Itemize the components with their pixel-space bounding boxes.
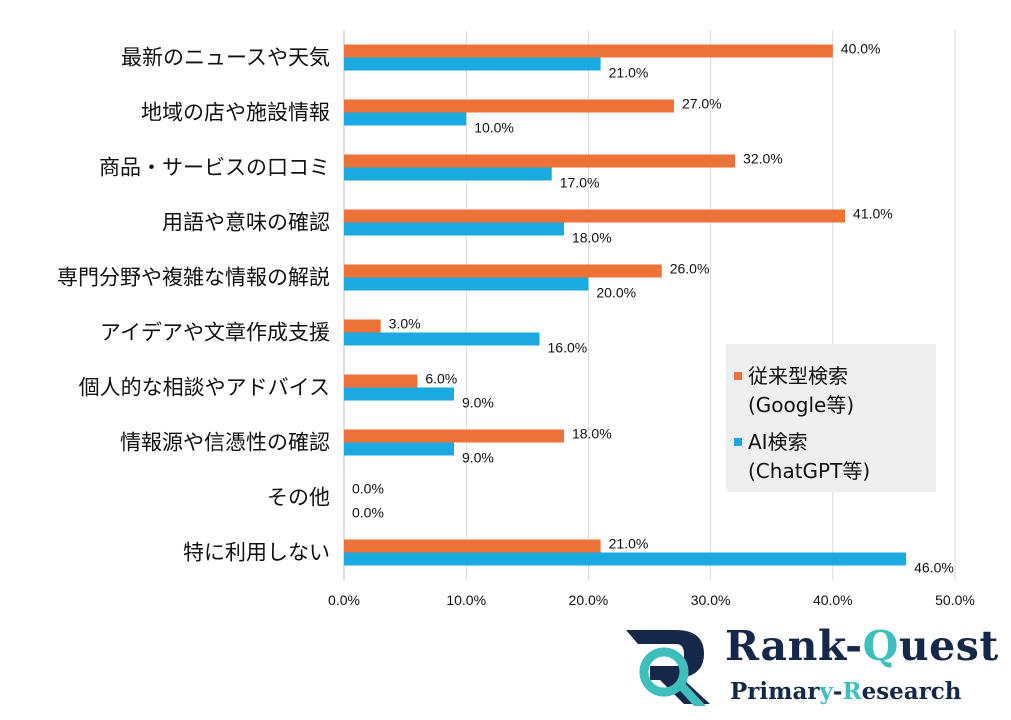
bar-ai (344, 167, 552, 181)
rank-quest-logo: Rank-Quest Primary-Research (622, 622, 998, 710)
data-label: 6.0% (425, 371, 457, 387)
bar-google (344, 44, 833, 58)
legend-swatch-google (734, 372, 742, 380)
bar-google (344, 154, 736, 168)
category-label: 専門分野や複雑な情報の解説 (57, 266, 330, 290)
data-label: 9.0% (462, 450, 494, 466)
data-label: 18.0% (572, 230, 612, 246)
data-label: 27.0% (682, 96, 722, 112)
logo-title: Rank-Quest (725, 622, 999, 670)
data-label: 21.0% (609, 536, 649, 552)
data-label: 16.0% (548, 340, 588, 356)
data-label: 46.0% (914, 560, 954, 576)
legend-item-ai: AI検索 (ChatGPT等) (734, 428, 871, 486)
category-label: 用語や意味の確認 (162, 211, 330, 235)
bar-google (344, 429, 564, 443)
category-label: アイデアや文章作成支援 (100, 321, 330, 345)
category-label: 商品・サービスの口コミ (99, 156, 330, 180)
x-tick-label: 50.0% (935, 592, 975, 608)
chart-legend: 従来型検索 (Google等) AI検索 (ChatGPT等) (726, 344, 936, 492)
rq-logo-icon (626, 630, 710, 706)
category-label: 特に利用しない (183, 541, 330, 565)
data-label: 0.0% (352, 505, 384, 521)
legend-label-ai-1: AI検索 (748, 430, 808, 454)
bar-ai (344, 57, 601, 71)
legend-item-google: 従来型検索 (Google等) (734, 362, 855, 420)
logo-subtitle: Primary-Research (730, 678, 962, 705)
category-label: 個人的な相談やアドバイス (79, 376, 330, 400)
data-label: 10.0% (474, 120, 514, 136)
bar-google (344, 539, 601, 553)
data-label: 17.0% (560, 175, 600, 191)
legend-label-google-1: 従来型検索 (748, 364, 848, 388)
bar-ai (344, 277, 589, 291)
data-label: 40.0% (841, 41, 881, 57)
legend-swatch-ai (734, 438, 742, 446)
bar-ai (344, 112, 467, 126)
x-tick-label: 40.0% (813, 592, 853, 608)
bar-google (344, 319, 381, 333)
bar-google (344, 374, 418, 388)
x-tick-label: 0.0% (328, 592, 360, 608)
bar-ai (344, 332, 540, 346)
data-label: 0.0% (352, 481, 384, 497)
bar-ai (344, 442, 454, 456)
x-tick-label: 20.0% (569, 592, 609, 608)
bar-google (344, 264, 662, 278)
x-tick-label: 30.0% (691, 592, 731, 608)
bar-ai (344, 222, 564, 236)
data-label: 26.0% (670, 261, 710, 277)
data-label: 20.0% (596, 285, 636, 301)
legend-label-google-2: (Google等) (748, 393, 855, 417)
data-label: 32.0% (743, 151, 783, 167)
bar-google (344, 209, 846, 223)
bar-google (344, 99, 674, 113)
category-label: 地域の店や施設情報 (141, 101, 330, 125)
bar-ai (344, 552, 907, 566)
data-label: 41.0% (853, 206, 893, 222)
category-label: その他 (267, 486, 330, 510)
data-label: 18.0% (572, 426, 612, 442)
data-label: 9.0% (462, 395, 494, 411)
category-label: 情報源や信憑性の確認 (120, 431, 330, 455)
data-label: 21.0% (609, 65, 649, 81)
bar-ai (344, 387, 454, 401)
data-label: 3.0% (389, 316, 421, 332)
x-tick-label: 10.0% (446, 592, 486, 608)
legend-label-ai-2: (ChatGPT等) (748, 459, 871, 483)
category-label: 最新のニュースや天気 (121, 46, 330, 70)
